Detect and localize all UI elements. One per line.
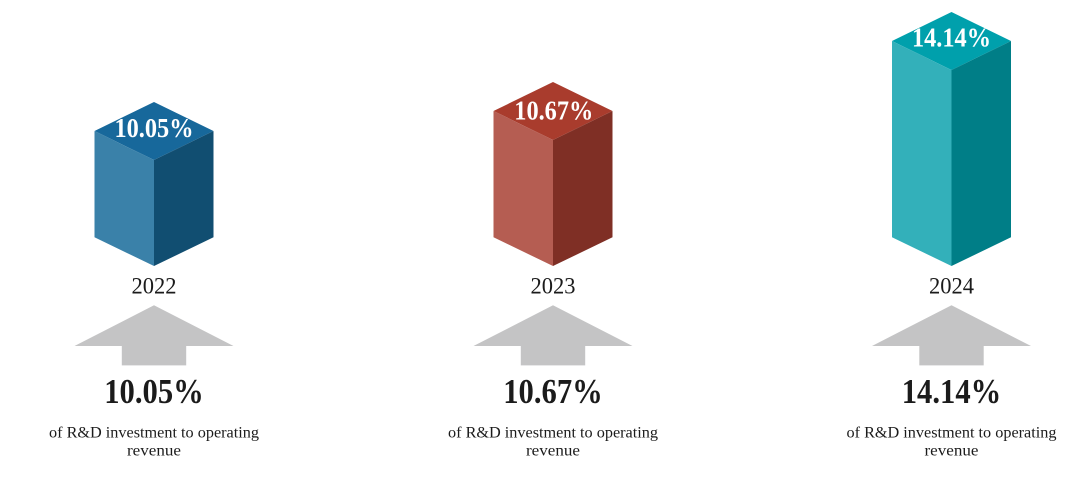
svg-text:10.67%: 10.67% xyxy=(503,372,603,411)
svg-text:14.14%: 14.14% xyxy=(902,372,1002,411)
svg-text:10.05%: 10.05% xyxy=(104,372,204,411)
svg-text:2023: 2023 xyxy=(531,273,576,299)
svg-text:of R&D investment to operating: of R&D investment to operating xyxy=(49,425,259,442)
svg-text:revenue: revenue xyxy=(925,442,979,459)
svg-text:10.67%: 10.67% xyxy=(514,96,593,126)
svg-text:revenue: revenue xyxy=(127,442,181,459)
svg-text:of R&D investment to operating: of R&D investment to operating xyxy=(847,425,1057,442)
svg-text:revenue: revenue xyxy=(526,442,580,459)
svg-text:2024: 2024 xyxy=(929,273,974,299)
svg-text:14.14%: 14.14% xyxy=(912,23,991,53)
svg-text:of R&D investment to operating: of R&D investment to operating xyxy=(448,425,658,442)
svg-text:2022: 2022 xyxy=(132,273,177,299)
svg-text:10.05%: 10.05% xyxy=(115,113,194,143)
